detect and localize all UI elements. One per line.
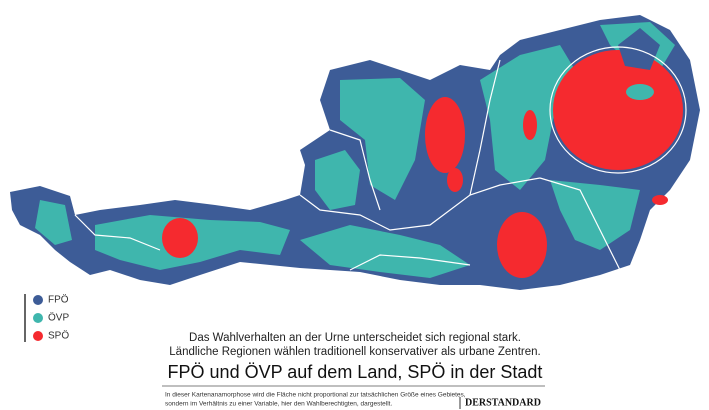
caption-note: sondern im Verhältnis zu einer Variable,…	[165, 401, 392, 408]
urban-area	[652, 195, 668, 205]
urban-area	[447, 168, 463, 192]
state-border	[469, 59, 501, 196]
legend-label: FPÖ	[48, 294, 69, 306]
urban-area	[425, 97, 465, 173]
urban-area	[162, 218, 198, 258]
map-region	[550, 180, 640, 250]
cartogram	[10, 15, 700, 290]
state-border	[299, 177, 541, 231]
legend-swatch	[33, 331, 43, 341]
legend: FPÖ ÖVP SPÖ	[24, 294, 69, 342]
source-logo: DERSTANDARD	[465, 397, 541, 408]
caption-note: In dieser Kartenanamorphose wird die Flä…	[165, 392, 466, 399]
legend-label: ÖVP	[48, 312, 69, 324]
map-region	[315, 150, 360, 210]
state-border	[349, 254, 471, 271]
state-border	[549, 46, 687, 174]
caption-title: FPÖ und ÖVP auf dem Land, SPÖ in der Sta…	[168, 362, 543, 382]
state-border	[74, 214, 161, 251]
urban-area	[553, 50, 683, 170]
urban-area	[523, 110, 537, 140]
urban-area	[497, 212, 547, 278]
caption: Das Wahlverhalten an der Urne unterschei…	[162, 332, 545, 409]
caption-line: Ländliche Regionen wählen traditionell k…	[169, 346, 540, 358]
legend-swatch	[33, 313, 43, 323]
legend-swatch	[33, 295, 43, 305]
state-border	[329, 129, 381, 211]
map-region	[300, 225, 470, 278]
map-region	[35, 200, 72, 245]
map-region	[340, 78, 425, 200]
caption-line: Das Wahlverhalten an der Urne unterschei…	[189, 332, 521, 344]
state-border	[539, 177, 621, 271]
map-region	[626, 84, 654, 100]
map-region	[618, 28, 660, 70]
legend-label: SPÖ	[48, 330, 69, 342]
